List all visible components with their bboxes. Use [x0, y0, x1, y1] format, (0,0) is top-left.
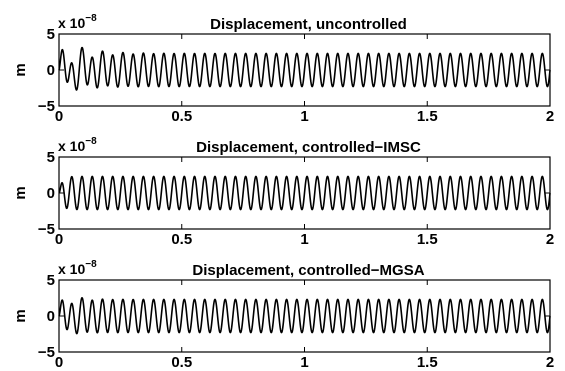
x-tick-label: 1.5 — [417, 231, 438, 248]
x-tick-label: 0.5 — [171, 108, 192, 125]
series-line — [58, 46, 551, 91]
x-tick-label: 0.5 — [171, 354, 192, 371]
x-tick-label: 0 — [55, 108, 63, 125]
x-tick-label: 1.5 — [417, 108, 438, 125]
y-tick-label: −5 — [38, 344, 55, 361]
axis-multiplier: x 10−8 — [58, 259, 97, 277]
subplot-title: Displacement, controlled−MGSA — [192, 262, 424, 279]
axis-multiplier: x 10−8 — [58, 136, 97, 154]
subplot-3: Displacement, controlled−MGSA x 10−8 0 0.5 1… — [12, 259, 554, 371]
x-tick-label: 0 — [55, 231, 63, 248]
y-tick-label: 5 — [47, 272, 55, 289]
subplot-title: Displacement, controlled−IMSC — [196, 139, 421, 156]
y-tick-label: 5 — [47, 26, 55, 43]
x-tick-label: 0 — [55, 354, 63, 371]
y-tick-label: 0 — [47, 62, 55, 79]
y-tick-label: −5 — [38, 98, 55, 115]
x-tick-label: 2 — [546, 231, 554, 248]
series-line — [58, 297, 551, 335]
x-tick-label: 2 — [546, 354, 554, 371]
x-tick-label: 1 — [300, 354, 308, 371]
y-tick-label: 0 — [47, 308, 55, 325]
x-tick-label: 2 — [546, 108, 554, 125]
series-line — [58, 175, 551, 211]
y-tick-label: 0 — [47, 185, 55, 202]
x-tick-label: 0.5 — [171, 231, 192, 248]
subplot-1: Displacement, uncontrolled x 10−8 0 0.5 1 1.5… — [12, 13, 554, 125]
x-tick-label: 1.5 — [417, 354, 438, 371]
y-axis-label: m — [12, 63, 29, 76]
y-axis-label: m — [12, 309, 29, 322]
y-axis-label: m — [12, 186, 29, 199]
y-tick-label: −5 — [38, 221, 55, 238]
axis-multiplier: x 10−8 — [58, 13, 97, 31]
subplot-2: Displacement, controlled−IMSC x 10−8 0 0.5 1… — [12, 136, 554, 248]
subplot-title: Displacement, uncontrolled — [210, 16, 407, 33]
y-tick-label: 5 — [47, 149, 55, 166]
x-axis-label: s — [300, 369, 308, 371]
x-tick-label: 1 — [300, 108, 308, 125]
x-tick-label: 1 — [300, 231, 308, 248]
